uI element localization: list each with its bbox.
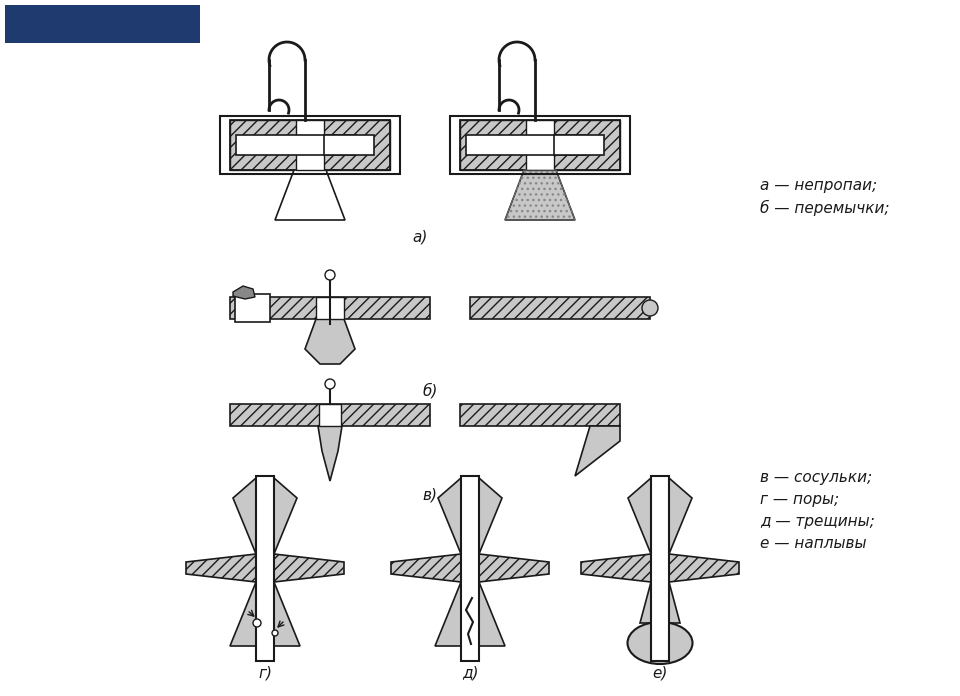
Polygon shape bbox=[274, 554, 344, 582]
Polygon shape bbox=[233, 286, 255, 299]
Text: д — трещины;: д — трещины; bbox=[760, 514, 875, 529]
Text: б): б) bbox=[422, 383, 438, 399]
Polygon shape bbox=[186, 554, 256, 582]
Polygon shape bbox=[640, 582, 680, 623]
Bar bbox=[554, 135, 604, 155]
Text: г — поры;: г — поры; bbox=[760, 492, 839, 507]
Polygon shape bbox=[230, 582, 300, 646]
Text: в — сосульки;: в — сосульки; bbox=[760, 470, 872, 485]
Bar bbox=[230, 120, 390, 170]
Bar bbox=[230, 404, 430, 426]
Polygon shape bbox=[435, 582, 505, 646]
Bar bbox=[235, 294, 270, 322]
Text: б — перемычки;: б — перемычки; bbox=[760, 200, 890, 216]
Polygon shape bbox=[438, 478, 502, 554]
Bar bbox=[460, 404, 620, 426]
Bar bbox=[220, 116, 400, 174]
Polygon shape bbox=[233, 478, 297, 554]
Bar bbox=[460, 120, 620, 170]
Polygon shape bbox=[391, 554, 461, 582]
Polygon shape bbox=[628, 478, 692, 554]
Text: е): е) bbox=[652, 665, 668, 680]
Polygon shape bbox=[505, 170, 575, 220]
Bar bbox=[470, 297, 650, 319]
Circle shape bbox=[325, 379, 335, 389]
Bar bbox=[526, 120, 554, 170]
Bar bbox=[230, 297, 430, 319]
Polygon shape bbox=[479, 554, 549, 582]
Polygon shape bbox=[669, 554, 739, 582]
Circle shape bbox=[325, 270, 335, 280]
Bar bbox=[324, 135, 374, 155]
Bar bbox=[5, 5, 200, 43]
Text: д): д) bbox=[462, 665, 478, 680]
Circle shape bbox=[642, 300, 658, 316]
Circle shape bbox=[253, 619, 261, 627]
Circle shape bbox=[272, 630, 278, 636]
Bar bbox=[236, 135, 356, 155]
Bar bbox=[651, 475, 669, 661]
Ellipse shape bbox=[628, 622, 692, 664]
Bar bbox=[450, 116, 630, 174]
Bar bbox=[461, 475, 479, 661]
Polygon shape bbox=[581, 554, 651, 582]
Bar bbox=[230, 120, 390, 170]
Text: а): а) bbox=[412, 230, 428, 245]
Polygon shape bbox=[275, 170, 345, 220]
Bar bbox=[460, 120, 620, 170]
Bar bbox=[466, 135, 586, 155]
Bar bbox=[319, 404, 341, 426]
Text: е — наплывы: е — наплывы bbox=[760, 536, 867, 551]
Polygon shape bbox=[305, 319, 355, 364]
Bar bbox=[316, 297, 344, 319]
Text: а — непропаи;: а — непропаи; bbox=[760, 178, 877, 193]
Text: г): г) bbox=[258, 665, 272, 680]
Bar bbox=[256, 475, 274, 661]
Text: в): в) bbox=[422, 487, 438, 502]
Polygon shape bbox=[318, 426, 342, 481]
Polygon shape bbox=[575, 426, 620, 476]
Bar bbox=[296, 120, 324, 170]
